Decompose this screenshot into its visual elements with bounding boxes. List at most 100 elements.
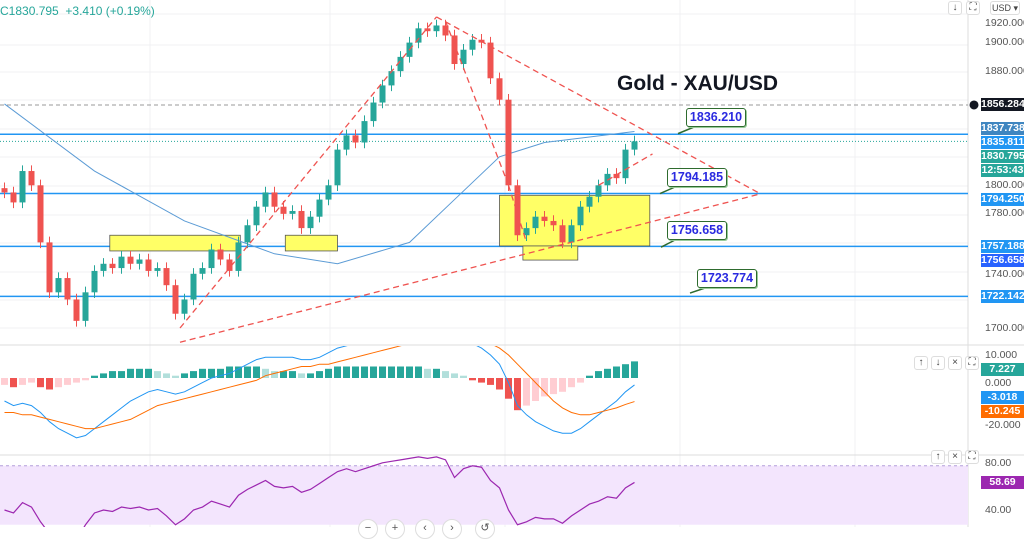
zoom-out-button[interactable]: − (358, 519, 378, 539)
ohlc-header: C1830.795 +3.410 (+0.19%) (0, 4, 155, 18)
candle-body (595, 185, 602, 197)
candle-body (370, 102, 377, 122)
currency-select[interactable]: USD ▾ (990, 1, 1020, 15)
candle (496, 72, 503, 106)
macd-histogram-bar (478, 378, 485, 383)
macd-histogram-bar (604, 368, 611, 378)
candle (55, 272, 62, 299)
candle-body (541, 216, 548, 221)
price-callout[interactable]: 1836.210 (686, 108, 746, 127)
candle-body (262, 192, 269, 207)
price-tag: 1837.738 (981, 121, 1024, 135)
candle (442, 19, 449, 42)
macd-histogram-bar (244, 366, 251, 378)
candle-body (100, 263, 107, 271)
chart-canvas[interactable] (0, 0, 1024, 527)
candle-body (568, 225, 575, 243)
candle (433, 19, 440, 37)
candle-body (55, 278, 62, 293)
price-callout[interactable]: 1723.774 (697, 269, 757, 288)
candle (613, 168, 620, 184)
chart-title: Gold - XAU/USD (617, 72, 778, 95)
macd-histogram-bar (631, 361, 638, 378)
macd-histogram-bar (577, 378, 584, 383)
macd-histogram-bar (235, 366, 242, 378)
scroll-right-button[interactable]: › (442, 519, 462, 539)
macd-histogram-bar (1, 378, 8, 385)
macd-histogram-bar (397, 366, 404, 378)
macd-histogram-bar (433, 368, 440, 378)
candle (37, 179, 44, 249)
macd-histogram-bar (460, 375, 467, 378)
candle-body (172, 285, 179, 314)
macd-histogram-bar (172, 375, 179, 378)
macd-histogram-bar (532, 378, 539, 401)
scroll-left-button[interactable]: ‹ (415, 519, 435, 539)
macd-histogram-bar (442, 371, 449, 378)
macd-histogram-bar (91, 375, 98, 378)
macd-histogram-bar (118, 371, 125, 378)
candle-body (217, 249, 224, 260)
candle-body (1, 188, 8, 193)
candle (460, 44, 467, 70)
candle (163, 262, 170, 291)
price-axis-tick: 1700.000 (985, 321, 1024, 334)
candle (622, 143, 629, 184)
macd-move-up-icon[interactable]: ↑ (914, 356, 928, 370)
candle (118, 250, 125, 274)
rsi-move-up-icon[interactable]: ↑ (931, 450, 945, 464)
macd-histogram-bar (73, 378, 80, 383)
macd-histogram-bar (262, 368, 269, 378)
support-zone (499, 194, 651, 247)
rsi-line (4, 456, 635, 527)
candle (361, 115, 368, 149)
candle-body (226, 259, 233, 271)
macd-histogram-bar (55, 378, 62, 388)
price-axis-tick: 1780.000 (985, 207, 1024, 220)
candle-body (631, 141, 638, 150)
macd-line (4, 346, 635, 439)
macd-histogram-bar (298, 373, 305, 378)
candle-body (136, 259, 143, 264)
candle (307, 210, 314, 234)
candle (487, 36, 494, 84)
candle (514, 179, 521, 241)
candle-body (343, 135, 350, 150)
macd-close-icon[interactable]: × (948, 356, 962, 370)
price-axis-tick: 1880.000 (985, 64, 1024, 77)
candle (253, 200, 260, 231)
candle-body (19, 171, 26, 203)
macd-histogram-bar (568, 378, 575, 388)
price-axis-tick: 1900.000 (985, 36, 1024, 49)
candle-body (334, 149, 341, 186)
macd-histogram-bar (550, 378, 557, 395)
candle-body (271, 192, 278, 207)
candle-body (415, 28, 422, 43)
candle-body (82, 292, 89, 321)
macd-histogram-bar (217, 368, 224, 378)
macd-tag: -10.245 (981, 404, 1024, 418)
candle (631, 135, 638, 156)
macd-histogram-bar (325, 368, 332, 378)
price-tag: 1794.250 (981, 192, 1024, 206)
price-callout[interactable]: 1794.185 (667, 168, 727, 187)
candle (316, 193, 323, 223)
candle-body (181, 299, 188, 314)
candle (451, 29, 458, 70)
macd-histogram-bar (37, 378, 44, 388)
macd-histogram-bar (100, 373, 107, 378)
zoom-in-button[interactable]: + (385, 519, 405, 539)
price-callout[interactable]: 1756.658 (667, 221, 727, 240)
autoscale-icon[interactable]: ⛶ (966, 1, 980, 15)
arrow-down-icon[interactable]: ↓ (948, 1, 962, 15)
macd-move-down-icon[interactable]: ↓ (931, 356, 945, 370)
candle-body (163, 268, 170, 286)
macd-maximize-icon[interactable]: ⛶ (965, 356, 979, 370)
candle-body (379, 85, 386, 103)
price-tag: 1722.142 (981, 289, 1024, 303)
reset-button[interactable]: ↺ (475, 519, 495, 539)
rsi-close-icon[interactable]: × (948, 450, 962, 464)
candle-body (469, 39, 476, 50)
rsi-maximize-icon[interactable]: ⛶ (965, 450, 979, 464)
candle-body (361, 121, 368, 143)
